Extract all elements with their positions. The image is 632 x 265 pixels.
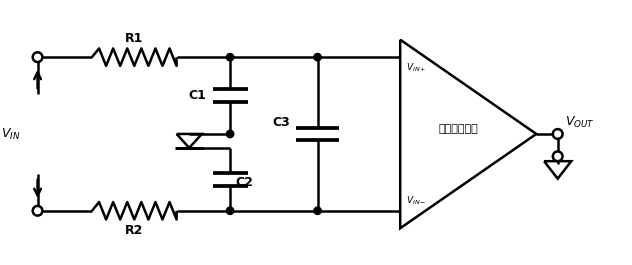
Circle shape xyxy=(314,54,321,61)
Text: $V_{OUT}$: $V_{OUT}$ xyxy=(564,115,594,130)
Circle shape xyxy=(226,54,234,61)
Text: C1: C1 xyxy=(188,89,206,102)
Text: C3: C3 xyxy=(272,116,290,129)
Text: $V_{IN+}$: $V_{IN+}$ xyxy=(406,61,427,74)
Text: 仪表放大电路: 仪表放大电路 xyxy=(439,124,478,134)
Circle shape xyxy=(553,129,562,139)
Text: R2: R2 xyxy=(125,224,143,237)
Text: $V_{IN}$: $V_{IN}$ xyxy=(1,126,20,142)
Text: R1: R1 xyxy=(125,33,143,46)
Circle shape xyxy=(226,130,234,138)
Text: C2: C2 xyxy=(235,176,253,189)
Circle shape xyxy=(33,206,42,216)
Text: $V_{IN-}$: $V_{IN-}$ xyxy=(406,194,427,207)
Circle shape xyxy=(226,207,234,214)
Circle shape xyxy=(553,152,562,161)
Circle shape xyxy=(314,207,321,214)
Circle shape xyxy=(33,52,42,62)
